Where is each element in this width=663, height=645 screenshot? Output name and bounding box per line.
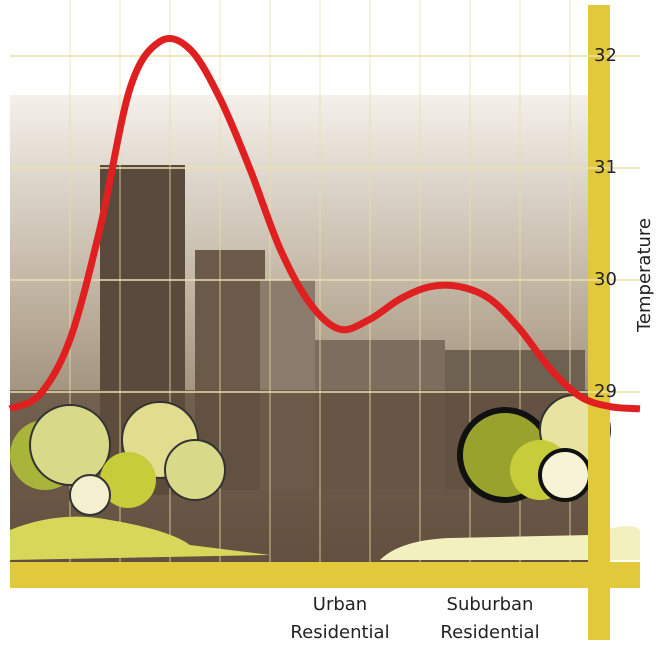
y-tick-label: 29 [594, 381, 617, 402]
temperature-line [8, 35, 641, 413]
y-tick-label: 30 [594, 269, 617, 290]
x-tick-label: Urban Residential [290, 594, 389, 643]
x-tick-label: Suburban Residential [440, 594, 539, 643]
axis-bar [10, 562, 640, 588]
axis-bar [588, 5, 610, 640]
trees [10, 394, 640, 560]
y-axis-label: Temperature [634, 218, 655, 333]
y-tick-label: 32 [594, 45, 617, 66]
y-tick-label: 31 [594, 157, 617, 178]
